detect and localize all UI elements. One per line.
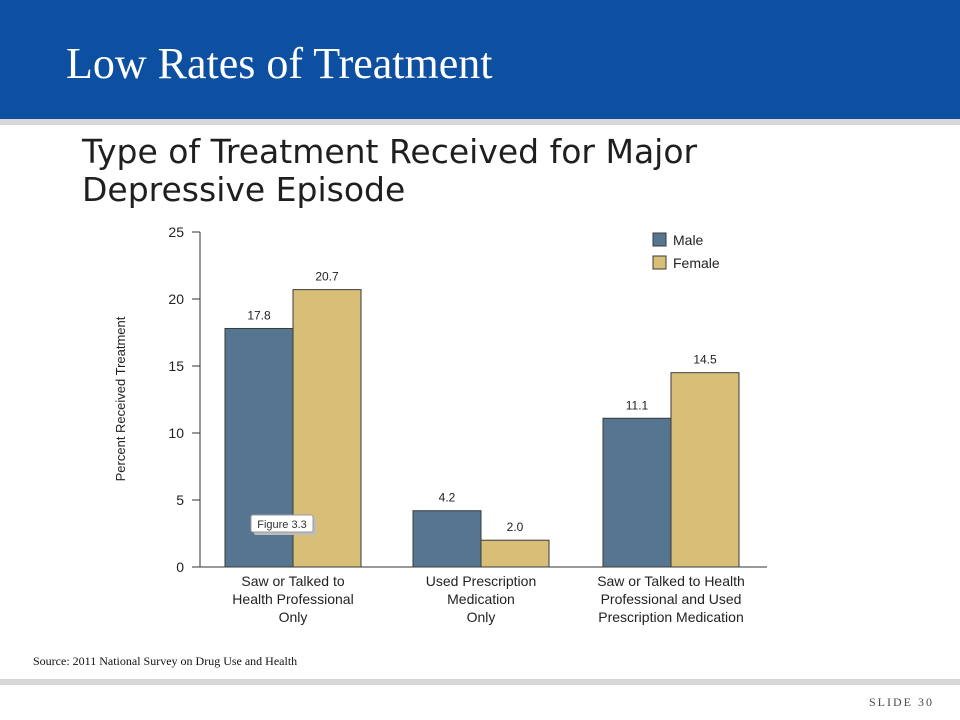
bar-value-label: 4.2 bbox=[439, 491, 456, 505]
x-category-label-line: Medication bbox=[447, 591, 515, 607]
x-category-label-line: Only bbox=[279, 609, 308, 625]
x-category-label-line: Saw or Talked to bbox=[241, 573, 344, 589]
title-divider bbox=[0, 119, 960, 125]
y-tick-label: 25 bbox=[168, 224, 184, 240]
source-note: Source: 2011 National Survey on Drug Use… bbox=[33, 654, 298, 668]
legend-label-male: Male bbox=[673, 232, 704, 248]
figure-annotation-label: Figure 3.3 bbox=[257, 519, 307, 531]
x-category-label: Saw or Talked to Health Professional Only bbox=[232, 573, 353, 625]
bar-female bbox=[480, 539, 550, 568]
x-category-label: Used Prescription Medication Only bbox=[426, 573, 537, 625]
x-category-label-line: Professional and Used bbox=[601, 591, 742, 607]
bar-male bbox=[602, 417, 672, 568]
bar-value-label: 14.5 bbox=[693, 353, 717, 367]
legend-swatch-female bbox=[652, 255, 667, 270]
footer-divider bbox=[0, 679, 960, 685]
x-category-label-line: Used Prescription bbox=[426, 573, 537, 589]
bar-male bbox=[412, 510, 482, 568]
slide-subtitle: Type of Treatment Received for Major Dep… bbox=[82, 132, 698, 209]
x-category-label-line: Health Professional bbox=[232, 591, 353, 607]
x-category-label-line: Only bbox=[467, 609, 496, 625]
x-category-label: Saw or Talked to Health Professional and … bbox=[597, 573, 745, 625]
bar-value-label: 20.7 bbox=[315, 270, 339, 284]
x-category-label-line: Prescription Medication bbox=[598, 609, 744, 625]
y-tick-label: 10 bbox=[168, 425, 184, 441]
slide-number: SLIDE 30 bbox=[869, 695, 934, 709]
legend-swatch-male bbox=[652, 232, 667, 247]
y-axis-title: Percent Received Treatment bbox=[113, 316, 128, 481]
legend-label-female: Female bbox=[673, 255, 720, 271]
figure-annotation-box bbox=[250, 514, 314, 533]
y-tick-label: 20 bbox=[168, 291, 184, 307]
y-tick-label: 15 bbox=[168, 358, 184, 374]
y-tick-label: 5 bbox=[176, 492, 184, 508]
x-category-label-line: Saw or Talked to Health bbox=[597, 573, 745, 589]
bar-value-label: 2.0 bbox=[507, 520, 524, 534]
bar-value-label: 17.8 bbox=[247, 308, 271, 322]
slide-title: Low Rates of Treatment bbox=[66, 39, 493, 88]
bar-value-label: 11.1 bbox=[626, 398, 649, 412]
bar-female bbox=[670, 372, 740, 568]
y-tick-label: 0 bbox=[176, 559, 184, 575]
title-bar bbox=[0, 0, 960, 119]
